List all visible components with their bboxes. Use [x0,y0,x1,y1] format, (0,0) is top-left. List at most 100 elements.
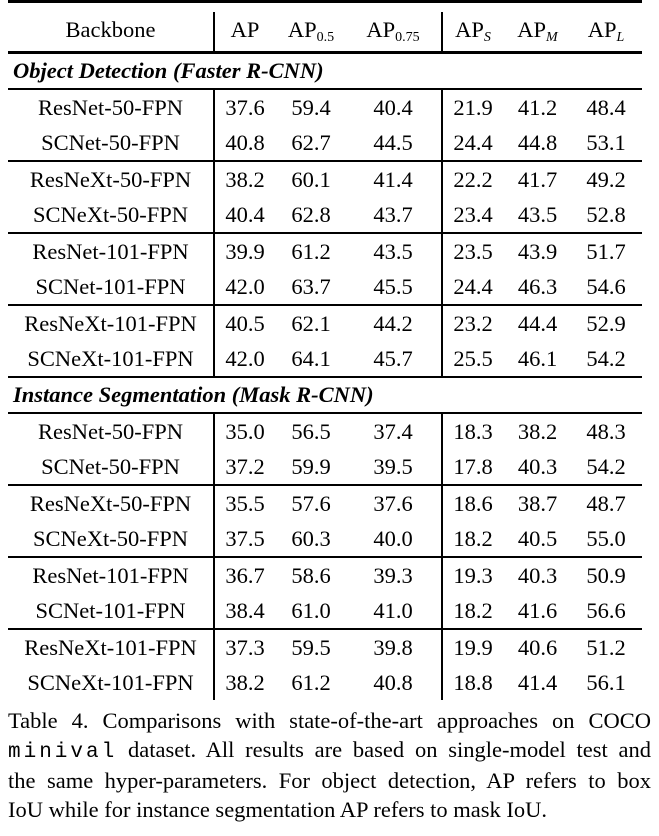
backbone-cell: ResNeXt-50-FPN [29,166,192,192]
metric-cell: 62.1 [291,310,331,336]
metric-cell: 45.7 [373,345,413,371]
metric-cell: 39.8 [373,634,413,660]
table-row: SCNet-50-FPN 37.2 59.9 39.5 17.8 40.3 54.2 [8,449,642,484]
metric-cell: 52.8 [586,201,626,227]
metric-cell: 43.5 [373,238,413,264]
inline-code-minival: minival [8,740,118,764]
table-body: Object Detection (Faster R-CNN) ResNet-50… [8,54,642,700]
metric-cell: 38.7 [517,490,558,516]
row-divider-rule [8,304,642,306]
backbone-cell: ResNeXt-101-FPN [24,634,197,660]
metric-cell: 19.9 [453,634,493,660]
metric-cell: 42.0 [225,273,265,299]
metric-cell: 17.8 [453,453,493,479]
table-row: ResNet-101-FPN 39.9 61.2 43.5 23.5 43.9 51.7 [8,234,642,269]
metric-cell: 37.3 [225,634,265,660]
backbone-cell: ResNeXt-50-FPN [29,490,192,516]
metric-cell: 23.2 [453,310,493,336]
table-row: SCNet-50-FPN 40.8 62.7 44.5 24.4 44.8 53.1 [8,125,642,160]
backbone-cell: SCNeXt-50-FPN [32,525,189,551]
column-header-backbone: Backbone [65,17,156,42]
metric-cell: 44.5 [373,129,413,155]
row-divider-rule [8,484,642,486]
table-header-row: Backbone AP AP0.5 AP0.75 APS APM APL [8,3,642,51]
metric-cell: 21.9 [453,94,493,120]
metric-cell: 41.6 [517,597,558,623]
table-caption: Table 4. Comparisons with state-of-the-a… [8,707,651,824]
metric-cell: 61.2 [291,238,331,264]
metric-cell: 56.1 [586,669,626,695]
table-row: ResNet-101-FPN 36.7 58.6 39.3 19.3 40.3 50.9 [8,558,642,593]
metric-cell: 59.5 [291,634,331,660]
metric-cell: 58.6 [291,562,331,588]
metric-cell: 38.2 [517,418,558,444]
metric-cell: 41.0 [373,597,413,623]
metric-cell: 40.0 [373,525,413,551]
column-header-ap50: AP0.5 [287,17,335,45]
metric-cell: 57.6 [291,490,331,516]
column-header-ap: AP [230,17,260,42]
metric-cell: 23.4 [453,201,493,227]
header-bottom-rule [8,51,642,54]
metric-cell: 19.3 [453,562,493,588]
metric-cell: 24.4 [453,273,493,299]
metric-cell: 38.2 [225,669,265,695]
table-row: SCNeXt-50-FPN 37.5 60.3 40.0 18.2 40.5 55.0 [8,521,642,556]
section-title-rule [8,412,642,414]
backbone-cell: SCNeXt-50-FPN [32,201,189,227]
metric-cell: 49.2 [586,166,626,192]
metric-cell: 43.9 [517,238,558,264]
column-header-ap75: AP0.75 [366,17,420,45]
metric-cell: 40.5 [225,310,265,336]
metric-cell: 40.5 [517,525,558,551]
metric-cell: 43.7 [373,201,413,227]
metric-cell: 45.5 [373,273,413,299]
metric-cell: 54.2 [586,345,626,371]
metric-cell: 41.2 [517,94,558,120]
metric-cell: 40.8 [225,129,265,155]
metric-cell: 63.7 [291,273,331,299]
metric-cell: 23.5 [453,238,493,264]
metric-cell: 43.5 [517,201,558,227]
metric-cell: 24.4 [453,129,493,155]
metric-cell: 48.3 [586,418,626,444]
metric-cell: 36.7 [225,562,265,588]
metric-cell: 35.5 [225,490,265,516]
column-header-ap-medium: APM [517,17,558,45]
metric-cell: 60.1 [291,166,331,192]
metric-cell: 55.0 [586,525,626,551]
caption-line: the same hyper-parameters. For object de… [8,768,651,793]
backbone-cell: SCNet-101-FPN [35,597,186,623]
backbone-cell: ResNet-101-FPN [32,562,189,588]
metric-cell: 18.3 [453,418,493,444]
backbone-cell: ResNet-50-FPN [38,94,183,120]
metric-cell: 41.4 [373,166,413,192]
metric-cell: 18.8 [453,669,493,695]
caption-line: minival dataset. All results are based o… [8,736,651,764]
results-table: Backbone AP AP0.5 AP0.75 APS APM APL Obj… [8,0,642,700]
row-divider-rule [8,556,642,558]
table-row: ResNet-50-FPN 35.0 56.5 37.4 18.3 38.2 48.3 [8,414,642,449]
backbone-cell: ResNet-101-FPN [32,238,189,264]
metric-cell: 18.2 [453,597,493,623]
metric-cell: 39.9 [225,238,265,264]
backbone-cell: SCNeXt-101-FPN [27,345,194,371]
metric-cell: 59.4 [291,94,331,120]
backbone-cell: ResNet-50-FPN [38,418,183,444]
vertical-rule [441,90,443,376]
metric-cell: 38.2 [225,166,265,192]
backbone-cell: SCNet-50-FPN [41,129,180,155]
table-row: SCNet-101-FPN 38.4 61.0 41.0 18.2 41.6 56.6 [8,593,642,628]
backbone-cell: SCNet-101-FPN [35,273,186,299]
metric-cell: 46.1 [517,345,558,371]
metric-cell: 59.9 [291,453,331,479]
table-row: SCNeXt-101-FPN 38.2 61.2 40.8 18.8 41.4 56.1 [8,665,642,700]
vertical-rule [441,12,443,51]
column-header-ap-small: APS [455,17,491,45]
metric-cell: 18.6 [453,490,493,516]
metric-cell: 25.5 [453,345,493,371]
metric-cell: 56.6 [586,597,626,623]
backbone-cell: ResNeXt-101-FPN [24,310,197,336]
vertical-rule [213,12,215,51]
backbone-cell: SCNet-50-FPN [41,453,180,479]
